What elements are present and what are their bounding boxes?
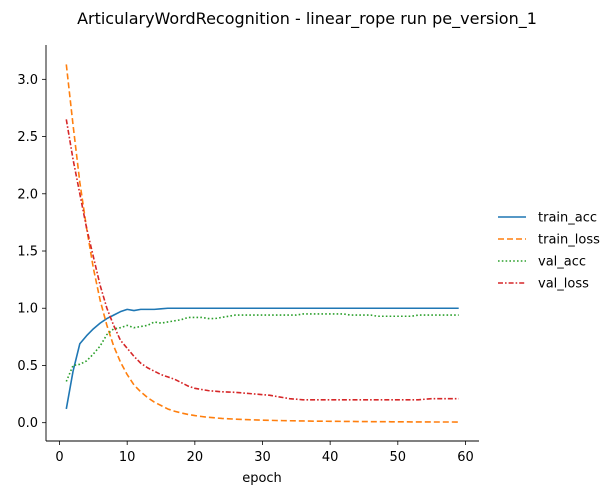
y-tick-label: 0.0 <box>17 416 38 431</box>
axes: 0 10 20 30 40 50 60 0.0 0.5 1.0 1.5 2.0 2.5 3.0 epoc… <box>17 45 479 486</box>
x-ticks: 0 10 20 30 40 50 60 <box>55 441 474 465</box>
x-tick-label: 40 <box>322 450 339 465</box>
x-tick-label: 60 <box>457 450 474 465</box>
series-lines <box>65 64 459 423</box>
y-tick-label: 1.5 <box>17 245 38 260</box>
legend-label: val_acc <box>538 255 586 270</box>
legend-label: train_acc <box>538 211 597 226</box>
y-tick-label: 2.0 <box>17 187 38 202</box>
legend: train_acc train_loss val_acc val_loss <box>498 211 600 292</box>
series-line-train-loss <box>65 64 459 423</box>
y-tick-label: 1.0 <box>17 302 38 317</box>
series-line-val-loss <box>65 119 459 401</box>
chart-title: ArticularyWordRecognition - linear_rope … <box>77 9 537 29</box>
x-tick-label: 30 <box>254 450 271 465</box>
x-tick-label: 50 <box>390 450 407 465</box>
x-axis-label: epoch <box>242 471 282 486</box>
y-tick-label: 3.0 <box>17 73 38 88</box>
series-line-train-acc <box>65 307 459 410</box>
y-ticks: 0.0 0.5 1.0 1.5 2.0 2.5 3.0 <box>17 73 46 431</box>
x-tick-label: 20 <box>187 450 204 465</box>
y-tick-label: 2.5 <box>17 130 38 145</box>
series-line-val-acc <box>65 313 459 382</box>
x-tick-label: 0 <box>55 450 63 465</box>
legend-label: val_loss <box>538 277 589 292</box>
x-tick-label: 10 <box>119 450 136 465</box>
y-tick-label: 0.5 <box>17 359 38 374</box>
legend-label: train_loss <box>538 233 600 248</box>
